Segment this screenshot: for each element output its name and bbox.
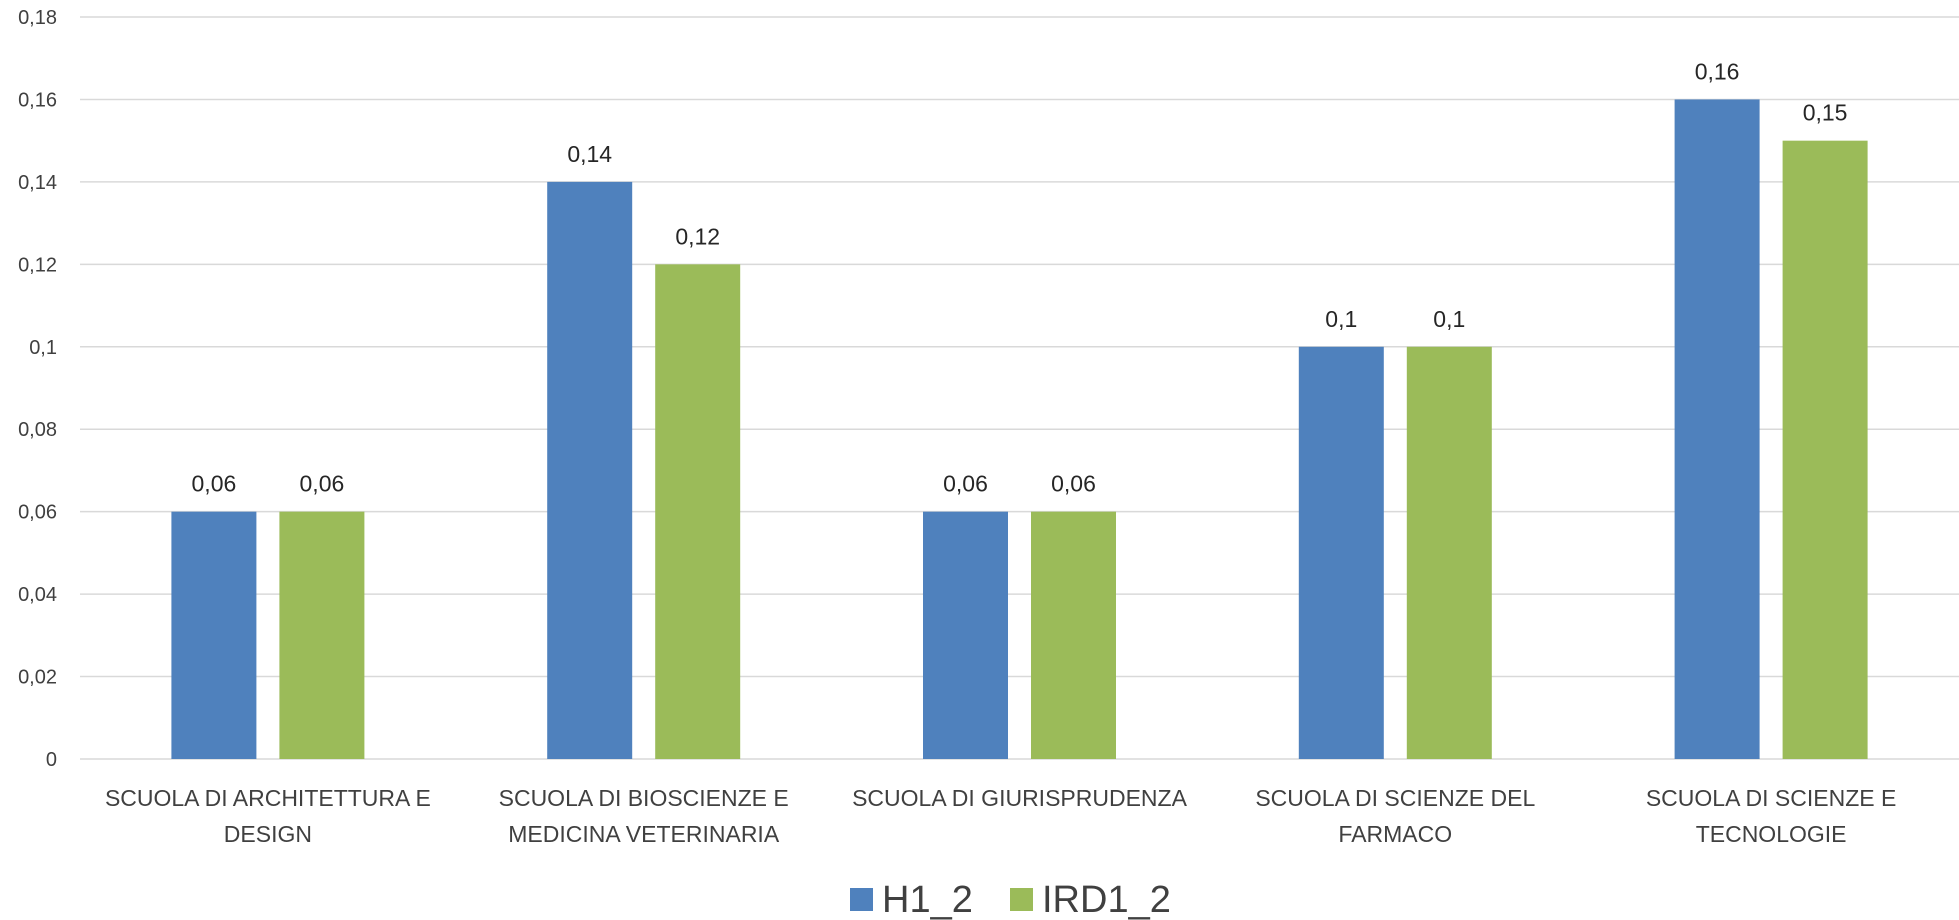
y-tick-label: 0,08 <box>18 419 57 441</box>
category-label: FARMACO <box>1338 821 1452 847</box>
data-label: 0,14 <box>567 141 612 167</box>
category-label: TECNOLOGIE <box>1696 821 1847 847</box>
category-label: SCUOLA DI SCIENZE DEL <box>1255 785 1535 811</box>
bar-h1-2 <box>171 511 257 759</box>
legend-label: H1_2 <box>882 879 973 920</box>
data-label: 0,12 <box>675 223 720 249</box>
x-axis: SCUOLA DI ARCHITETTURA E DESIGN SCUOLA DI … <box>105 785 1896 847</box>
y-tick-label: 0,02 <box>18 667 57 689</box>
category-label: SCUOLA DI BIOSCIENZE E <box>499 785 789 811</box>
data-label: 0,1 <box>1433 306 1465 332</box>
bar-ird1-2 <box>1782 140 1868 759</box>
y-tick-label: 0,1 <box>29 337 57 359</box>
category-label: SCUOLA DI GIURISPRUDENZA <box>852 785 1187 811</box>
data-label: 0,06 <box>300 471 345 497</box>
y-tick-label: 0,04 <box>18 584 57 606</box>
y-tick-label: 0,14 <box>18 172 57 194</box>
legend-swatch <box>850 888 873 911</box>
legend-label: IRD1_2 <box>1042 879 1171 920</box>
y-tick-label: 0,12 <box>18 254 57 276</box>
bar-ird1-2 <box>655 264 741 759</box>
gridlines <box>80 16 1959 760</box>
y-tick-label: 0,16 <box>18 89 57 111</box>
category-label: DESIGN <box>224 821 312 847</box>
bar-ird1-2 <box>1031 511 1116 759</box>
bar-ird1-2 <box>1406 346 1492 759</box>
legend: H1_2 IRD1_2 <box>850 879 1171 920</box>
data-label: 0,16 <box>1695 58 1740 84</box>
legend-swatch <box>1010 888 1033 911</box>
bar-ird1-2 <box>279 511 365 759</box>
data-label: 0,06 <box>943 471 988 497</box>
bar-h1-2 <box>923 511 1008 759</box>
bar-h1-2 <box>547 181 633 759</box>
category-label: SCUOLA DI ARCHITETTURA E <box>105 785 431 811</box>
data-labels: 0,06 0,06 0,14 0,12 0,06 0,06 0,1 0,1 0,16 0,15 <box>192 58 1848 496</box>
category-label: MEDICINA VETERINARIA <box>508 821 780 847</box>
y-tick-label: 0 <box>46 749 57 771</box>
data-label: 0,15 <box>1803 100 1848 126</box>
y-tick-label: 0,18 <box>18 7 57 29</box>
category-label: SCUOLA DI SCIENZE E <box>1646 785 1897 811</box>
y-axis: 0 0,02 0,04 0,06 0,08 0,1 0,12 0,14 0,16 0,18 <box>18 7 57 771</box>
bar-h1-2 <box>1298 346 1384 759</box>
data-label: 0,06 <box>192 471 237 497</box>
data-label: 0,06 <box>1051 471 1096 497</box>
y-tick-label: 0,06 <box>18 502 57 524</box>
bars <box>171 99 1868 759</box>
bar-h1-2 <box>1674 99 1760 759</box>
data-label: 0,1 <box>1325 306 1357 332</box>
